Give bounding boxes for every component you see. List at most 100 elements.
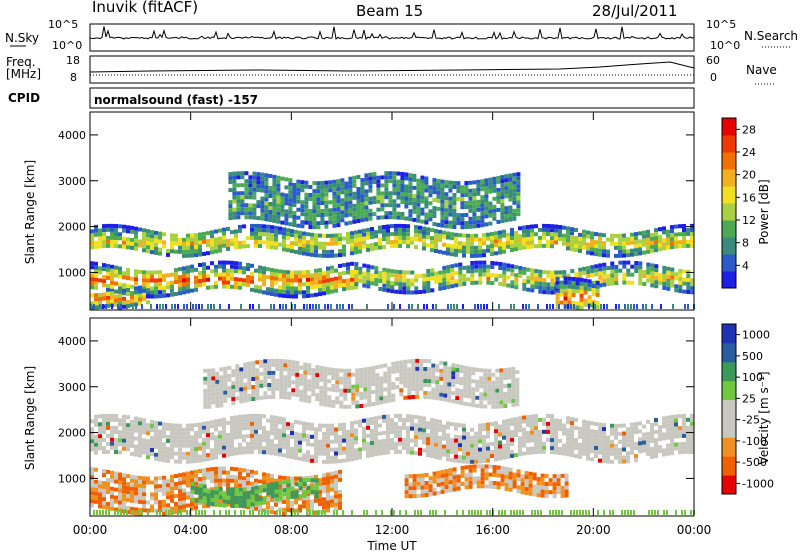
heatmap-cell (302, 235, 306, 240)
heatmap-cell (214, 249, 218, 254)
heatmap-cell (362, 228, 366, 233)
heatmap-cell (650, 426, 654, 431)
heatmap-cell (382, 279, 387, 284)
heatmap-cell (299, 365, 304, 370)
heatmap-cell (634, 265, 639, 269)
heatmap-cell (654, 276, 659, 281)
heatmap-cell (154, 278, 158, 283)
heatmap-cell (474, 260, 479, 265)
heatmap-cell (226, 482, 230, 487)
heatmap-cell (275, 386, 280, 391)
heatmap-cell (440, 485, 445, 490)
heatmap-cell (222, 433, 226, 438)
heatmap-cell (246, 422, 250, 427)
heatmap-cell (334, 490, 338, 495)
heatmap-cell (334, 439, 338, 444)
heatmap-cell (255, 392, 260, 397)
heatmap-cell (462, 443, 466, 448)
heatmap-cell (646, 241, 650, 246)
heatmap-cell (258, 269, 262, 274)
heatmap-cell (334, 276, 338, 281)
heatmap-cell (190, 249, 194, 254)
heatmap-cell (319, 393, 324, 398)
heatmap-cell (492, 481, 497, 485)
heatmap-cell (610, 269, 615, 274)
heatmap-cell (466, 451, 470, 456)
heatmap-cell (331, 403, 336, 408)
heatmap-cell (262, 278, 266, 283)
heatmap-cell (339, 304, 341, 309)
heatmap-cell (295, 372, 300, 377)
heatmap-cell (235, 384, 240, 389)
heatmap-cell (162, 454, 166, 459)
heatmap-cell (294, 431, 298, 436)
heatmap-cell (342, 430, 346, 435)
heatmap-cell (138, 227, 142, 232)
heatmap-cell (260, 184, 265, 189)
heatmap-cell (98, 430, 102, 435)
heatmap-cell (494, 449, 498, 454)
heatmap-cell (678, 273, 683, 277)
heatmap-cell (594, 422, 598, 426)
heatmap-cell (240, 175, 245, 180)
heatmap-cell (302, 270, 306, 275)
heatmap-cell (250, 486, 255, 491)
heatmap-cell (98, 484, 102, 489)
heatmap-cell (634, 454, 638, 459)
heatmap-cell (190, 268, 194, 273)
heatmap-cell (114, 224, 118, 228)
heatmap-cell (435, 304, 437, 309)
heatmap-cell (279, 395, 284, 399)
heatmap-cell (263, 363, 268, 368)
heatmap-cell (234, 245, 238, 250)
heatmap-cell (238, 446, 242, 451)
heatmap-cell (134, 420, 138, 425)
heatmap-cell (566, 432, 570, 437)
heatmap-cell (256, 184, 261, 189)
heatmap-cell (380, 183, 385, 188)
heatmap-cell (482, 455, 486, 460)
heatmap-cell (424, 200, 429, 205)
heatmap-cell (534, 446, 538, 451)
heatmap-cell (594, 240, 598, 245)
heatmap-cell (678, 269, 683, 273)
heatmap-cell (436, 470, 441, 475)
heatmap-cell (138, 495, 142, 500)
heatmap-cell (118, 301, 122, 306)
heatmap-cell (178, 435, 182, 440)
heatmap-cell (158, 282, 162, 287)
heatmap-cell (334, 459, 338, 464)
heatmap-cell (276, 211, 281, 216)
heatmap-cell (364, 217, 369, 222)
heatmap-cell (270, 419, 274, 424)
heatmap-cell (526, 447, 530, 451)
heatmap-cell (678, 277, 683, 281)
heatmap-cell (563, 288, 568, 293)
heatmap-cell (642, 448, 646, 453)
heatmap-cell (618, 304, 620, 309)
heatmap-cell (240, 199, 245, 204)
heatmap-cell (622, 435, 626, 440)
heatmap-cell (198, 442, 202, 447)
heatmap-cell (348, 184, 353, 189)
heatmap-cell (327, 399, 332, 404)
heatmap-cell (478, 237, 482, 242)
heatmap-cell (202, 484, 207, 489)
heatmap-cell (294, 286, 298, 291)
heatmap-cell (436, 206, 441, 211)
heatmap-cell (98, 422, 102, 427)
heatmap-cell (386, 422, 390, 427)
heatmap-cell (236, 171, 241, 176)
heatmap-cell (226, 491, 231, 496)
heatmap-cell (622, 459, 626, 464)
heatmap-cell (142, 438, 146, 443)
heatmap-cell (594, 244, 598, 249)
heatmap-cell (270, 427, 274, 432)
heatmap-cell (408, 217, 413, 222)
heatmap-cell (118, 418, 122, 423)
heatmap-cell (488, 181, 493, 186)
heatmap-cell (268, 194, 273, 198)
heatmap-cell (416, 485, 421, 490)
heatmap-cell (336, 219, 341, 224)
heatmap-cell (484, 476, 489, 481)
